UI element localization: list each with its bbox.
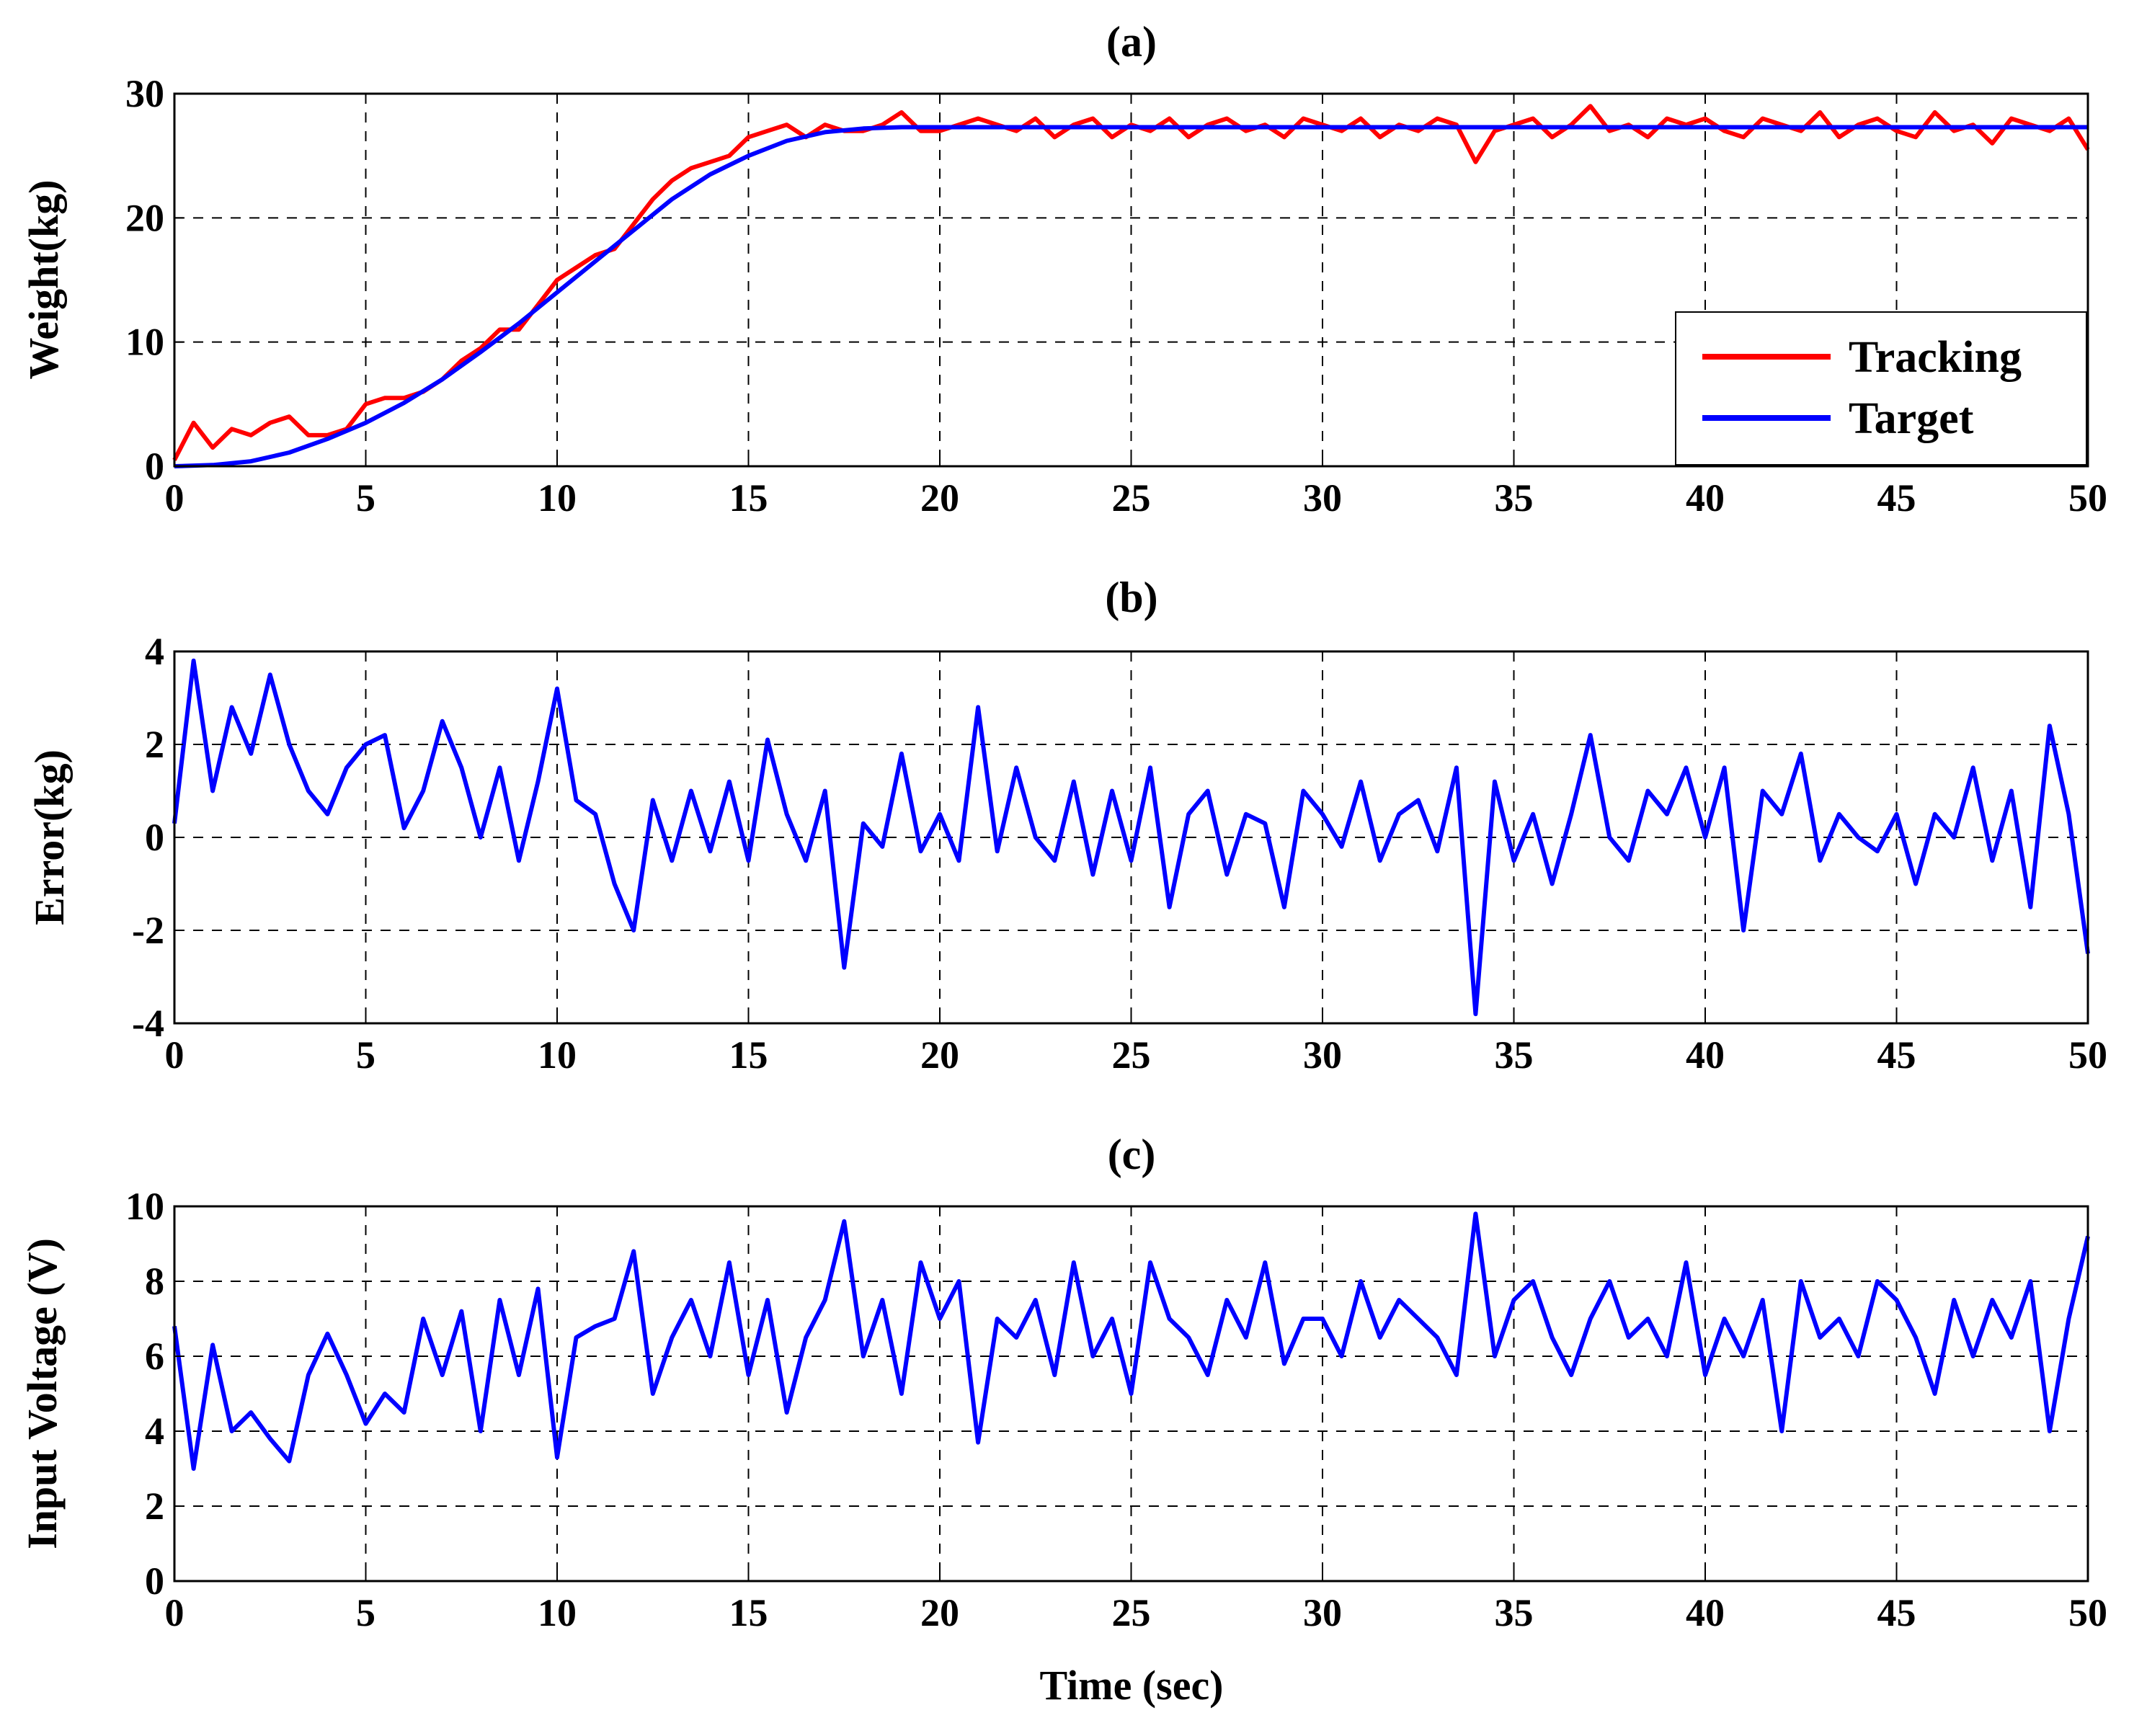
- panel-c-x-tick-label: 15: [729, 1591, 768, 1634]
- panel-c: (c) 0 2 4 6 8 10 0 5 10 15 20 25 30 35 40 45 50 Input V…: [19, 1131, 2107, 1709]
- panel-b-grid: [174, 651, 2088, 1023]
- panel-c-y-tick-label: 2: [145, 1484, 164, 1528]
- panel-a-y-label: Weight(kg): [20, 179, 67, 379]
- panel-b-series: [172, 658, 2090, 1017]
- panel-b-x-tick-label: 50: [2068, 1033, 2107, 1077]
- panel-a-x-tick-label: 15: [729, 476, 768, 520]
- panel-c-x-tick-label: 40: [1686, 1591, 1725, 1634]
- panel-c-title: (c): [1108, 1131, 1156, 1178]
- panel-a-y-tick-label: 10: [125, 321, 164, 364]
- legend-box: [1675, 311, 2087, 466]
- panel-b-y-tick-label: 4: [145, 630, 164, 673]
- panel-a-series-tracking: [172, 104, 2090, 461]
- panel-b-y-label: Error(kg): [26, 749, 73, 925]
- panel-b-series-line: [172, 658, 2090, 1017]
- panel-b-x-tick-label: 25: [1112, 1033, 1151, 1077]
- panel-a-x-tick-label: 45: [1877, 476, 1916, 520]
- panel-a-x-tick-label: 10: [538, 476, 577, 520]
- panel-c-x-tick-label: 45: [1877, 1591, 1916, 1634]
- panel-c-y-tick-label: 6: [145, 1335, 164, 1378]
- panel-c-y-tick-label: 0: [145, 1559, 164, 1603]
- panel-a-y-tick-label: 0: [145, 445, 164, 488]
- panel-c-y-label: Input Voltage (V): [19, 1238, 66, 1549]
- panel-a-x-tick-label: 20: [920, 476, 959, 520]
- panel-a-y-tick-label: 20: [125, 196, 164, 239]
- panel-a-y-tick-label: 30: [125, 72, 164, 115]
- panel-a-title: (a): [1106, 18, 1157, 66]
- panel-c-y-tick-label: 10: [125, 1185, 164, 1228]
- panel-c-y-tick-label: 8: [145, 1260, 164, 1303]
- panel-a-x-tick-label: 25: [1112, 476, 1151, 520]
- panel-c-x-tick-label: 35: [1495, 1591, 1534, 1634]
- panel-c-x-ticks: 0 5 10 15 20 25 30 35 40 45 50: [165, 1572, 2107, 1634]
- panel-a-x-tick-label: 30: [1303, 476, 1342, 520]
- panel-b-title: (b): [1105, 574, 1157, 621]
- panel-b-x-tick-label: 15: [729, 1033, 768, 1077]
- legend-target-label: Target: [1849, 394, 1974, 443]
- panel-c-y-tick-label: 4: [145, 1410, 164, 1453]
- panel-b-y-tick-label: 2: [145, 723, 164, 766]
- panel-b-y-tick-label: -4: [132, 1002, 164, 1045]
- panel-c-series-line: [172, 1211, 2090, 1471]
- panel-b-x-tick-label: 30: [1303, 1033, 1342, 1077]
- panel-a-x-tick-label: 40: [1686, 476, 1725, 520]
- panel-a-series-target: [174, 125, 2088, 468]
- panel-c-series: [172, 1211, 2090, 1471]
- legend-tracking-label: Tracking: [1849, 333, 2022, 382]
- panel-b-y-ticks: -4 -2 0 2 4: [132, 630, 183, 1045]
- panel-c-y-ticks: 0 2 4 6 8 10: [125, 1185, 183, 1603]
- panel-b-x-tick-label: 20: [920, 1033, 959, 1077]
- panel-b-x-tick-label: 35: [1495, 1033, 1534, 1077]
- panel-a-x-tick-label: 50: [2068, 476, 2107, 520]
- panel-a-x-tick-label: 0: [165, 476, 185, 520]
- panel-c-x-tick-label: 25: [1112, 1591, 1151, 1634]
- panel-b-x-tick-label: 10: [538, 1033, 577, 1077]
- panel-b-y-tick-label: -2: [132, 909, 164, 952]
- panel-b-x-tick-label: 5: [356, 1033, 375, 1077]
- panel-b-x-tick-label: 0: [165, 1033, 185, 1077]
- panel-a-y-ticks: 0 10 20 30: [125, 72, 183, 488]
- panel-c-x-tick-label: 0: [165, 1591, 185, 1634]
- panel-c-x-tick-label: 5: [356, 1591, 375, 1634]
- legend: Tracking Target: [1675, 311, 2087, 466]
- panel-c-x-tick-label: 10: [538, 1591, 577, 1634]
- panel-c-x-tick-label: 30: [1303, 1591, 1342, 1634]
- panel-a-x-tick-label: 5: [356, 476, 375, 520]
- panel-c-x-label: Time (sec): [1040, 1662, 1224, 1709]
- panel-b-x-tick-label: 45: [1877, 1033, 1916, 1077]
- panel-a-x-ticks: 0 5 10 15 20 25 30 35 40 45 50: [165, 458, 2107, 520]
- panel-a-x-tick-label: 35: [1495, 476, 1534, 520]
- panel-a: (a) 0 10 20 30 0 5 10 15 20 25 30 35 40 45 50 Weight(…: [20, 18, 2107, 520]
- panel-b-y-tick-label: 0: [145, 816, 164, 859]
- panel-a-series: [172, 104, 2090, 468]
- panel-c-x-tick-label: 20: [920, 1591, 959, 1634]
- panel-b-x-ticks: 0 5 10 15 20 25 30 35 40 45 50: [165, 1015, 2107, 1077]
- panel-b-x-tick-label: 40: [1686, 1033, 1725, 1077]
- panel-c-x-tick-label: 50: [2068, 1591, 2107, 1634]
- panel-b: (b) -4 -2 0 2 4 0 5 10 15 20 25 30 35 40 45 50 Error(k…: [26, 574, 2107, 1077]
